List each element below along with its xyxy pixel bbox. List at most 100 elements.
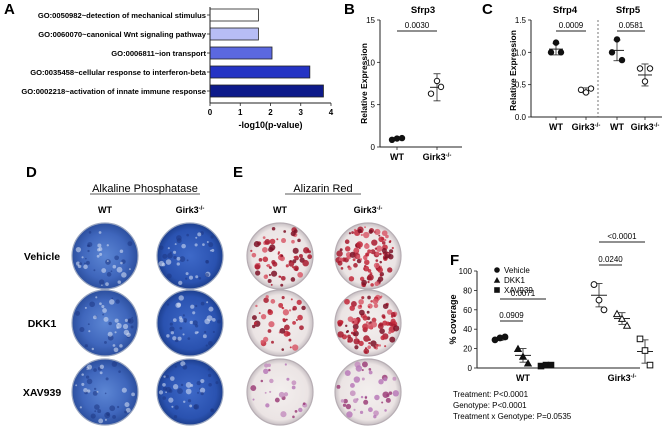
plate-r2-c2-speck-35 xyxy=(166,303,170,306)
plate-r3-c3-well xyxy=(246,358,314,426)
plate-r1-c2-speck-17 xyxy=(186,259,189,262)
plate-r2-c3-nodule-3 xyxy=(267,309,274,316)
plate-r3-c4-nodule-3 xyxy=(392,376,397,381)
plate-r3-c1-speck-20 xyxy=(121,387,127,393)
plate-r3-c3-nodule-1 xyxy=(269,378,274,384)
plate-r1-c4-nodule-88 xyxy=(348,266,352,271)
plate-r3-c3-nodule-15 xyxy=(265,403,270,408)
plate-r3-c4-nodule-25 xyxy=(344,370,351,377)
legend-label-dkk1: DKK1 xyxy=(504,276,525,285)
alp-col-wt-label: WT xyxy=(98,205,112,215)
plate-r2-c1-speck-1 xyxy=(109,299,115,305)
plate-r2-c3-nodule-32 xyxy=(283,324,290,331)
plate-r2-c3-nodule-37 xyxy=(265,295,269,299)
plate-r1-c3-nodule-48 xyxy=(263,274,269,280)
coverage-y-tick-label-80: 80 xyxy=(463,286,472,295)
sfrp3-point-2-1 xyxy=(433,77,441,85)
plate-r2-c4-nodule-88 xyxy=(337,322,342,327)
legend-marker-vehicle xyxy=(494,267,500,273)
plate-r2-c3-nodule-35 xyxy=(292,320,296,325)
plate-r2-c2-speck-16 xyxy=(208,306,214,312)
plate-r2-c4-nodule-33 xyxy=(378,322,384,327)
go-term-label-3: GO:0006811~ion transport xyxy=(111,49,206,58)
plate-r3-c2-speck-26 xyxy=(193,404,198,410)
plate-r1-c1-speck-38 xyxy=(110,270,113,273)
plate-r1-c3-nodule-41 xyxy=(277,251,281,254)
plate-r1-c4-nodule-103 xyxy=(374,247,378,250)
plate-r2-c2-speck-9 xyxy=(192,311,196,315)
plate-r3-c2-speck-2 xyxy=(185,382,192,388)
plate-r1-c4-nodule-29 xyxy=(391,246,394,250)
plate-r1-c3-nodule-64 xyxy=(255,270,261,276)
go-x-tick-label-0: 0 xyxy=(208,108,213,117)
plate-r2-c4-nodule-97 xyxy=(393,325,400,332)
plate-r1-c3-nodule-22 xyxy=(276,238,279,241)
coverage-point-girk3-dkk1-1 xyxy=(612,309,622,318)
plate-r1-c1-speck-26 xyxy=(114,255,120,261)
plate-r3-c1-well xyxy=(71,358,139,426)
go-term-label-5: GO:0002218~activation of innate immune r… xyxy=(21,87,206,96)
plate-r3-c1-speck-24 xyxy=(85,367,88,370)
plate-r3-c2-speck-0 xyxy=(158,390,164,395)
plate-r2-c3-nodule-18 xyxy=(289,346,292,349)
plate-r3-c2-speck-8 xyxy=(185,388,192,395)
plate-r1-c2-speck-12 xyxy=(198,276,202,280)
plate-r2-c4-nodule-31 xyxy=(352,323,359,330)
sfrp45-point-2-2 xyxy=(582,89,590,96)
plate-r1-c2-speck-19 xyxy=(176,262,180,266)
plate-r1-c3-nodule-62 xyxy=(271,226,276,231)
plate-r2-c2-speck-33 xyxy=(183,318,188,323)
plate-r2-c2-speck-30 xyxy=(194,331,198,335)
plate-r1-c4-nodule-93 xyxy=(384,256,387,260)
coverage-y-axis-title: % coverage xyxy=(448,294,458,344)
plate-r3-c2-speck-1 xyxy=(163,375,166,378)
plate-r3-c1-speck-34 xyxy=(93,368,97,372)
sfrp45-point-4-3 xyxy=(646,65,654,72)
plate-r2-c1-speck-18 xyxy=(124,318,129,322)
plate-r3-c1-speck-33 xyxy=(118,370,121,373)
plate-r2-c3-nodule-25 xyxy=(299,325,304,331)
alizarin-title: Alizarin Red xyxy=(293,183,352,195)
plate-r1-c1-speck-13 xyxy=(112,264,117,269)
sfrp3-point-2-2 xyxy=(427,90,435,97)
sfrp45-point-1-2 xyxy=(552,39,560,46)
anova-stat-2: Genotype: P<0.0001 xyxy=(453,401,527,410)
sfrp45-group-label-4: Girk3-/- xyxy=(631,122,660,132)
coverage-ko-dkk1-comparison-p-value: 0.0240 xyxy=(598,255,623,264)
plate-r1-c2-speck-30 xyxy=(167,247,170,250)
plate-r3-c4-nodule-10 xyxy=(373,410,379,417)
plate-r2-c4-nodule-47 xyxy=(370,340,377,347)
plate-r1-c3-nodule-19 xyxy=(283,230,287,233)
plate-r1-c2-speck-25 xyxy=(204,272,210,278)
plate-r1-c2-speck-24 xyxy=(195,236,198,239)
plate-r3-c4-nodule-36 xyxy=(364,396,368,399)
plate-r3-c3-nodule-16 xyxy=(291,385,296,390)
plate-r1-c3-nodule-69 xyxy=(297,271,304,278)
plate-r3-c1-speck-12 xyxy=(97,409,102,414)
sfrp45-point-2-1 xyxy=(577,86,585,94)
plate-r3-c4-nodule-29 xyxy=(342,403,347,407)
plate-r2-c2-speck-39 xyxy=(192,320,198,326)
plate-r3-c3-nodule-21 xyxy=(278,391,285,398)
plate-r3-c2-speck-28 xyxy=(199,387,206,393)
plate-r1-c3-nodule-33 xyxy=(264,239,271,245)
plate-r2-c4-nodule-82 xyxy=(390,312,396,317)
plate-r1-c4-nodule-104 xyxy=(368,229,373,234)
plate-r2-c1-speck-11 xyxy=(95,296,98,299)
plate-r1-c4-nodule-65 xyxy=(384,251,391,259)
sfrp5-comparison-p-value: 0.0581 xyxy=(619,21,644,30)
plate-r1-c1-speck-15 xyxy=(119,249,124,254)
plate-r1-c4-nodule-79 xyxy=(361,279,367,286)
plate-r3-c1-speck-22 xyxy=(98,418,104,424)
coverage-point-girk3-xav939-3 xyxy=(646,361,654,369)
plate-r1-c2-speck-34 xyxy=(161,262,166,267)
plate-r1-c1-speck-29 xyxy=(75,247,82,253)
plate-r1-c1-speck-1 xyxy=(84,262,86,265)
plate-r3-c2-speck-18 xyxy=(171,405,174,408)
plate-r2-c1-speck-10 xyxy=(112,344,116,347)
plate-r2-c1-speck-26 xyxy=(122,323,129,330)
sfrp3-point-2-3 xyxy=(437,83,445,91)
plate-r2-c4-nodule-94 xyxy=(358,309,365,316)
alp-col-ko-label: Girk3-/- xyxy=(176,205,205,215)
